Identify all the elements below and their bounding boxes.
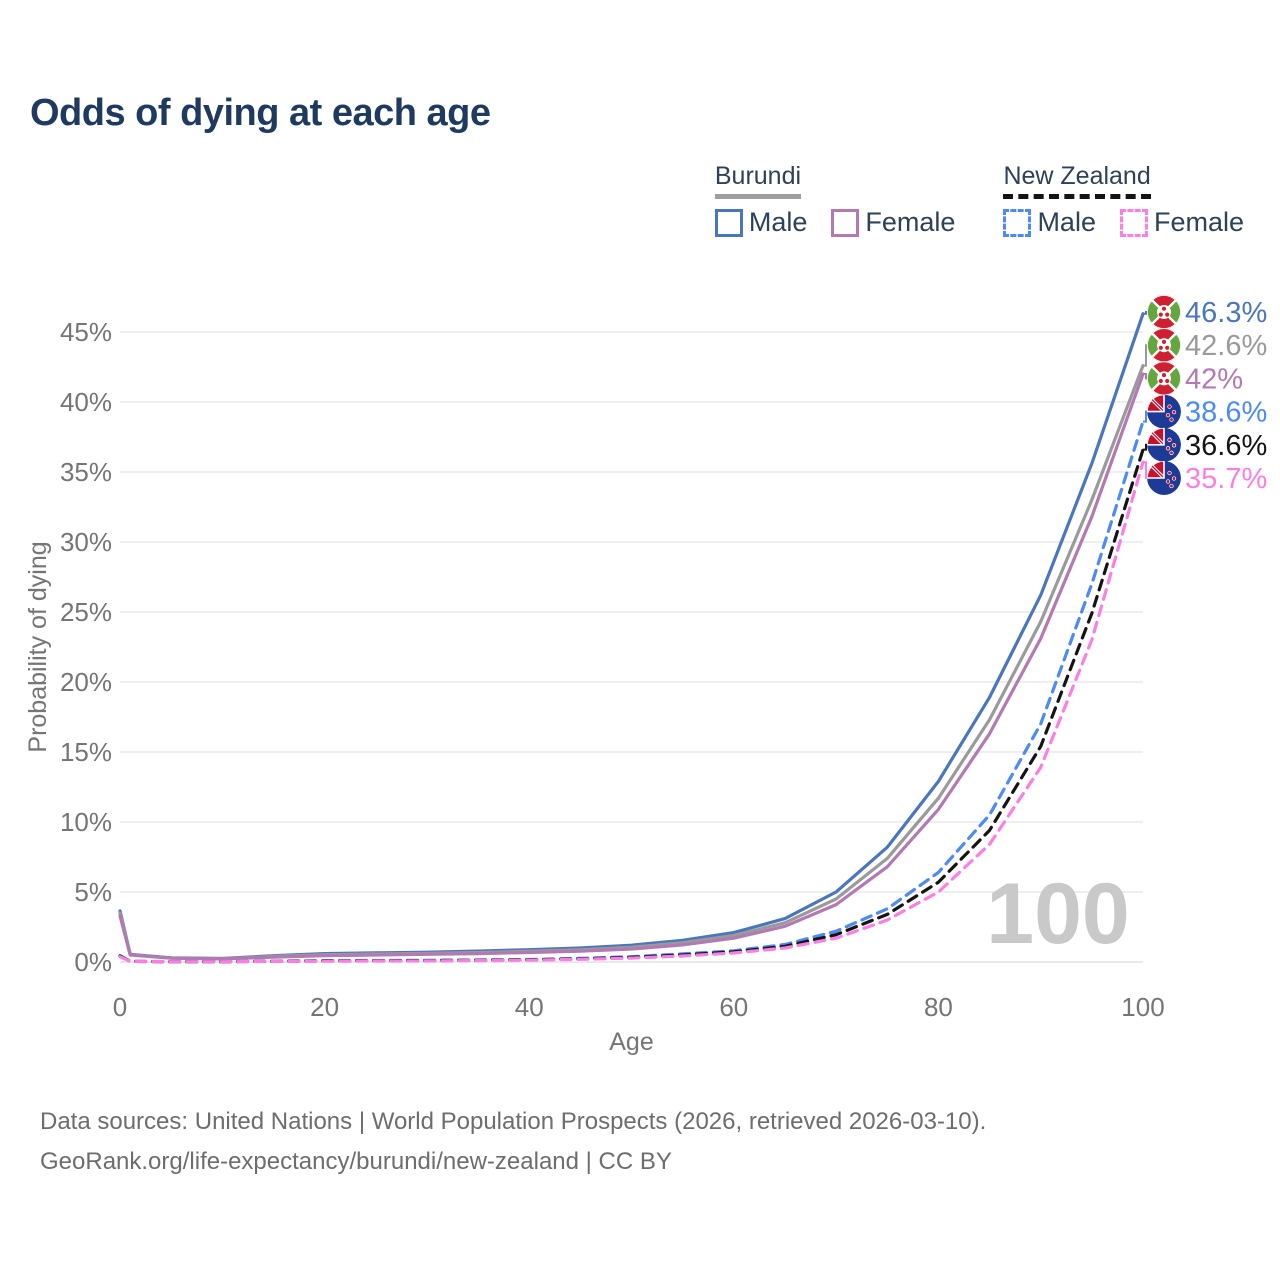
y-tick-label: 45% — [60, 317, 112, 347]
page-title: Odds of dying at each age — [30, 92, 491, 134]
legend-item-burundi-male[interactable]: Male — [714, 207, 808, 238]
x-tick-label: 0 — [113, 992, 127, 1022]
end-value-label-new-zealand-both-sexes: 36.6% — [1185, 430, 1267, 462]
burundi-flag-icon — [1147, 328, 1181, 363]
legend-item-burundi-female[interactable]: Female — [831, 207, 955, 238]
end-value-label-new-zealand-female: 35.7% — [1185, 463, 1267, 495]
end-value-label-burundi-female: 42% — [1185, 363, 1243, 395]
legend-group-new-zealand: New Zealand Male Female — [1003, 162, 1244, 238]
legend-label: Male — [1037, 207, 1096, 237]
footer-attribution-line: GeoRank.org/life-expectancy/burundi/new-… — [40, 1148, 672, 1175]
legend-swatch-solid-icon — [831, 208, 860, 237]
y-tick-label: 40% — [60, 387, 112, 417]
y-tick-label: 0% — [74, 947, 112, 977]
burundi-flag-icon — [1147, 295, 1181, 329]
x-tick-label: 40 — [515, 992, 544, 1022]
legend-group-burundi: Burundi Male Female — [714, 162, 955, 238]
y-tick-label: 25% — [60, 597, 112, 627]
y-tick-label: 15% — [60, 737, 112, 767]
y-axis-title: Probability of dying — [24, 541, 52, 752]
series-line-new-zealand-female[interactable] — [118, 460, 1145, 964]
end-value-label-burundi-male: 46.3% — [1185, 297, 1267, 329]
x-tick-label: 60 — [719, 992, 748, 1022]
new-zealand-flag-icon — [1147, 427, 1181, 462]
y-tick-label: 5% — [74, 877, 112, 907]
y-tick-label: 30% — [60, 527, 112, 557]
series-line-burundi-female[interactable] — [118, 372, 1145, 961]
y-tick-label: 35% — [60, 457, 112, 487]
series-line-burundi-male[interactable] — [118, 312, 1145, 961]
end-value-label-new-zealand-male: 38.6% — [1185, 397, 1267, 429]
legend: Burundi Male Female New Zealand Male Fem… — [714, 162, 1244, 238]
new-zealand-flag-icon — [1147, 394, 1181, 429]
legend-swatch-dashed-icon — [1003, 208, 1032, 237]
x-axis-title: Age — [609, 1028, 653, 1056]
x-tick-label: 100 — [1121, 992, 1164, 1022]
y-tick-label: 10% — [60, 807, 112, 837]
legend-item-new-zealand-female[interactable]: Female — [1119, 207, 1244, 238]
legend-label: Female — [1153, 207, 1244, 237]
age-watermark: 100 — [986, 866, 1130, 962]
legend-item-new-zealand-male[interactable]: Male — [1003, 207, 1096, 238]
x-tick-label: 20 — [310, 992, 339, 1022]
legend-swatch-solid-icon — [714, 208, 743, 237]
legend-label: Male — [748, 207, 808, 237]
legend-label: Female — [865, 207, 956, 237]
legend-swatch-dashed-icon — [1119, 208, 1148, 237]
end-value-label-burundi-both-sexes: 42.6% — [1185, 330, 1267, 362]
legend-country-new-zealand: New Zealand — [1003, 162, 1151, 199]
data-source-footer: Data sources: United Nations | World Pop… — [40, 1102, 986, 1182]
footer-sources-line: Data sources: United Nations | World Pop… — [40, 1108, 987, 1135]
x-tick-label: 80 — [924, 992, 953, 1022]
legend-country-burundi: Burundi — [714, 162, 802, 199]
y-tick-label: 20% — [60, 667, 112, 697]
new-zealand-flag-icon — [1147, 461, 1181, 495]
burundi-flag-icon — [1147, 361, 1181, 396]
